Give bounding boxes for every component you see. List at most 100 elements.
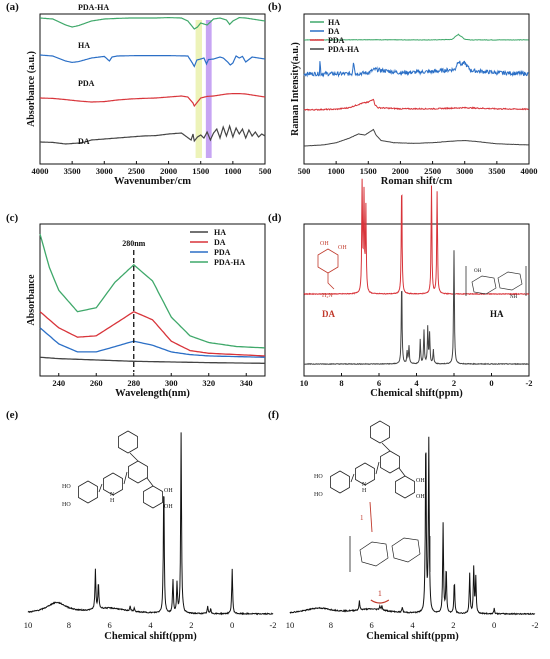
legend-label: DA xyxy=(328,27,340,36)
ha-ring-1 xyxy=(471,275,497,295)
x-tick-label: 3500 xyxy=(64,166,81,176)
ring xyxy=(128,460,148,484)
x-tick-label: -2 xyxy=(269,620,276,630)
nh-label: N xyxy=(110,492,115,498)
ha-ring xyxy=(359,541,389,567)
panel-label: (c) xyxy=(6,212,19,224)
series-line-ha xyxy=(40,54,266,68)
series-line-da xyxy=(303,60,529,78)
x-axis-label: Wavelength(nm) xyxy=(115,388,190,399)
x-tick-label: 0 xyxy=(492,620,496,630)
series-line-pda xyxy=(39,327,266,358)
x-tick-label: 2 xyxy=(451,620,455,630)
nh2-label: H₂N xyxy=(322,293,333,299)
x-tick-label: 1000 xyxy=(224,166,241,176)
y-axis-label: Absorbance (a.u.) xyxy=(26,51,37,127)
ring xyxy=(370,420,390,444)
panel-label: (e) xyxy=(6,409,19,421)
series-line-pda xyxy=(303,98,529,112)
x-tick-label: 1500 xyxy=(192,166,209,176)
compound-label-da: DA xyxy=(322,309,335,319)
x-tick-label: 0 xyxy=(489,378,493,388)
ring-bonds xyxy=(350,442,406,483)
ring xyxy=(118,430,138,454)
x-tick-label: 6 xyxy=(377,378,381,388)
ha-brackets xyxy=(349,536,431,572)
legend-label: PDA-HA xyxy=(214,258,245,267)
molecule-structure: HO HO OH OH HN xyxy=(62,430,173,510)
ha-structure: OH NH xyxy=(465,266,527,300)
x-tick-label: 300 xyxy=(165,378,178,388)
x-tick-label: 2000 xyxy=(160,166,177,176)
x-tick-label: 6 xyxy=(108,620,112,630)
oh-label-2: OH xyxy=(338,245,347,251)
series-line-da xyxy=(40,123,266,145)
series-line-ha xyxy=(39,356,265,364)
legend-label: PDA-HA xyxy=(328,45,359,54)
nmr-spectrum-da xyxy=(303,178,530,296)
x-tick-label: 4 xyxy=(414,378,419,388)
x-axis-label: Chemical shift(ppm) xyxy=(104,631,197,642)
ring xyxy=(143,485,163,509)
nh-label: H xyxy=(110,498,115,504)
legend-label: PDA xyxy=(214,248,231,257)
panel-label: (f) xyxy=(268,409,279,421)
x-tick-label: 320 xyxy=(202,378,215,388)
x-tick-label: -2 xyxy=(531,620,538,630)
panel-label: (a) xyxy=(6,1,19,13)
series-line-pda-ha xyxy=(40,17,266,30)
series-label: PDA-HA xyxy=(78,3,109,12)
panel-b: (b) 500 1000 1500 2000 2500 3000 3500 4000 Roman … xyxy=(268,1,538,187)
ring xyxy=(330,470,350,494)
series-label: DA xyxy=(78,137,90,146)
panel-c: (c) 240 260 280 300 320 340 Wavelength(nm) Absor… xyxy=(6,212,266,399)
x-tick-label: 0 xyxy=(230,620,234,630)
x-tick-label: 3000 xyxy=(456,166,473,176)
annotation-label: 1 xyxy=(378,589,382,598)
x-tick-label: 2 xyxy=(189,620,193,630)
series-label: HA xyxy=(78,41,90,50)
x-tick-label: 2500 xyxy=(424,166,441,176)
x-tick-label: 8 xyxy=(329,620,333,630)
compound-label-ha: HA xyxy=(490,309,504,319)
x-tick-label: 3000 xyxy=(96,166,113,176)
ho-label: HO xyxy=(314,474,323,480)
x-tick-label: 500 xyxy=(298,166,311,176)
series-label: PDA xyxy=(78,79,95,88)
series-line-pda-ha xyxy=(39,233,266,349)
series-line-ha xyxy=(304,33,529,41)
ring xyxy=(103,472,123,496)
x-tick-label: 10 xyxy=(286,620,295,630)
x-tick-label: 8 xyxy=(339,378,343,388)
panel-a: (a) 4000 3500 3000 2500 2000 1500 1000 500 Wavenu… xyxy=(6,1,271,187)
x-tick-label: 240 xyxy=(52,378,65,388)
x-axis-label: Chemical shift(ppm) xyxy=(370,388,463,399)
ho-label: HO xyxy=(314,492,323,498)
oh-label-1: OH xyxy=(320,241,329,247)
nh-label: N xyxy=(362,482,367,488)
legend-label: PDA xyxy=(328,36,345,45)
x-tick-label: 280 xyxy=(127,378,140,388)
ha-ring-2 xyxy=(497,271,523,291)
ha-brackets xyxy=(465,266,527,296)
x-tick-label: 10 xyxy=(24,620,33,630)
legend-label: DA xyxy=(214,238,226,247)
oh-label: OH xyxy=(416,494,425,500)
molecule-structure: HO HO OH OH HN 1 xyxy=(314,420,431,572)
x-tick-label: 1500 xyxy=(360,166,377,176)
ring-bonds xyxy=(98,452,154,493)
series-line-da xyxy=(39,310,265,357)
x-tick-label: 4000 xyxy=(32,166,49,176)
series-line-pda xyxy=(40,92,266,108)
x-tick-label: 340 xyxy=(240,378,253,388)
panel-d: (d) 10 8 6 4 2 0 -2 Chemical shift(ppm) OH OH H₂N DA… xyxy=(268,178,533,399)
annotation-280nm: 280nm xyxy=(122,239,145,248)
nmr-spectrum-ha xyxy=(303,250,530,366)
side-chain xyxy=(327,273,335,290)
highlight-band xyxy=(205,20,212,158)
oh-label: OH xyxy=(164,488,173,494)
x-tick-label: 3500 xyxy=(488,166,505,176)
